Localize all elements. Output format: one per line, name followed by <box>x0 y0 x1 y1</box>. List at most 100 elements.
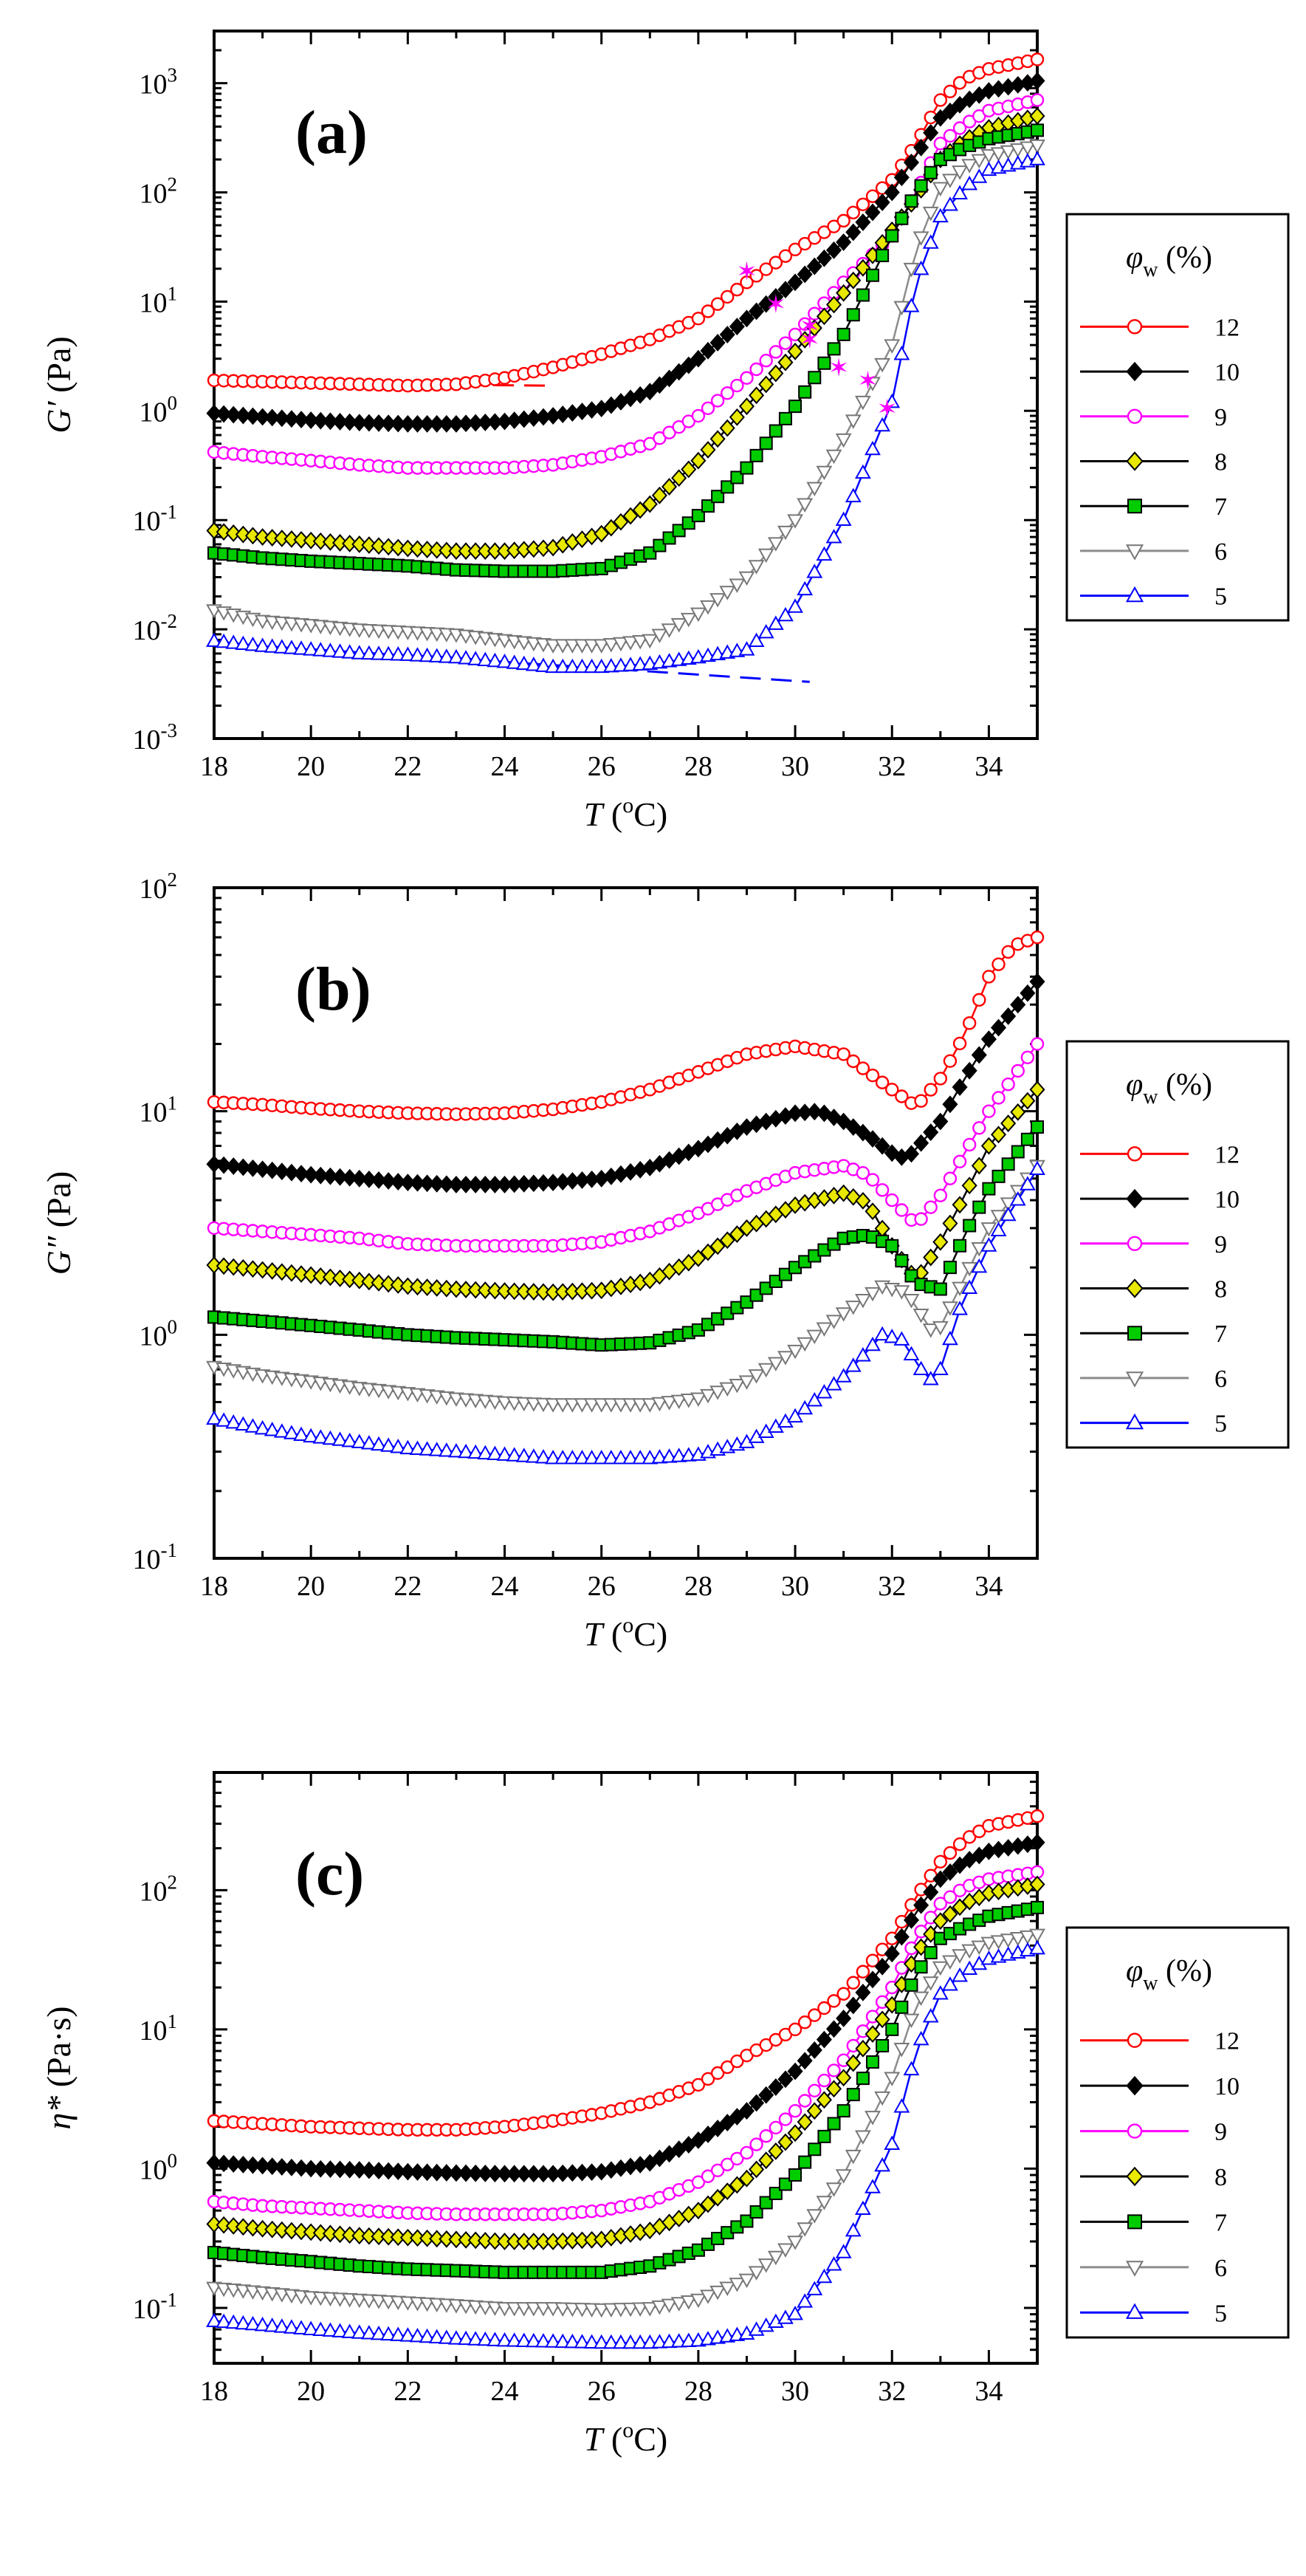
data-point <box>293 530 309 549</box>
data-point <box>312 642 329 657</box>
data-point <box>525 1448 542 1463</box>
data-point <box>836 327 850 341</box>
legend-label-9: 9 <box>1214 2119 1227 2146</box>
data-point <box>342 2226 358 2244</box>
data-point <box>854 464 871 479</box>
data-point <box>390 538 406 557</box>
x-tick-label: 20 <box>297 751 325 782</box>
data-point <box>643 2259 657 2273</box>
legend-label-10: 10 <box>1214 359 1240 386</box>
data-point <box>303 1428 320 1443</box>
data-point <box>738 2273 755 2289</box>
data-point <box>331 534 348 552</box>
data-point <box>593 1450 610 1465</box>
data-point <box>351 2324 368 2339</box>
data-point <box>990 1018 1007 1037</box>
data-point <box>924 165 938 179</box>
data-point <box>885 2022 899 2036</box>
data-point <box>1030 93 1045 107</box>
data-point <box>312 1166 329 1185</box>
data-point <box>419 626 436 642</box>
data-point <box>972 993 986 1007</box>
data-point <box>428 2298 445 2313</box>
data-point <box>624 2261 638 2275</box>
data-point <box>225 634 242 649</box>
data-point <box>913 231 929 246</box>
data-point <box>322 2322 339 2337</box>
data-point <box>554 1398 571 1413</box>
data-point <box>855 1191 871 1210</box>
data-point <box>846 1230 860 1244</box>
data-point <box>971 1258 988 1273</box>
data-point <box>757 623 774 639</box>
series-12 <box>207 1809 1045 2137</box>
data-point <box>419 1441 436 1456</box>
data-point <box>885 1083 899 1097</box>
data-point <box>225 2155 241 2174</box>
series-12 <box>207 930 1045 1121</box>
data-point <box>604 558 618 572</box>
data-point <box>632 1398 649 1413</box>
data-point <box>788 2168 802 2182</box>
data-point <box>933 1072 948 1086</box>
data-point <box>255 408 271 426</box>
legend: φw (%) 12 10 9 8 7 6 5 <box>1065 1926 1290 2339</box>
data-point <box>806 2209 823 2224</box>
data-point <box>438 2298 455 2313</box>
data-point <box>913 2030 929 2046</box>
legend-marker-12 <box>1127 2032 1143 2048</box>
data-point <box>904 194 918 208</box>
data-point <box>564 2302 581 2318</box>
data-point <box>874 193 890 211</box>
data-point <box>651 376 667 394</box>
data-point <box>759 436 773 451</box>
data-point <box>642 383 658 401</box>
data-point <box>932 109 949 127</box>
data-point <box>730 2054 744 2069</box>
data-point <box>690 2293 707 2309</box>
data-point <box>409 1174 426 1192</box>
data-point <box>709 1237 726 1256</box>
data-point <box>787 1344 803 1360</box>
data-point <box>893 346 910 360</box>
data-point <box>399 1439 416 1455</box>
data-point <box>428 627 445 643</box>
data-point <box>1009 1932 1026 1947</box>
data-point <box>583 1398 600 1413</box>
data-point <box>477 651 494 666</box>
data-point <box>322 533 338 551</box>
data-point <box>816 1384 833 1399</box>
data-point <box>757 1363 774 1378</box>
data-point <box>700 2289 716 2304</box>
data-point <box>709 430 726 448</box>
data-point <box>545 2302 562 2317</box>
data-point <box>913 138 929 157</box>
data-point <box>730 2151 744 2166</box>
y-tick-label: 10-2 <box>133 610 178 646</box>
data-point <box>380 2295 397 2310</box>
data-point <box>895 2000 909 2014</box>
legend-label-8: 8 <box>1214 1276 1227 1304</box>
data-point <box>719 326 735 343</box>
data-point <box>602 638 619 653</box>
data-point <box>817 2129 831 2143</box>
data-point <box>274 530 290 547</box>
data-point <box>942 174 958 188</box>
panel-b: 18 20 22 24 26 28 30 32 34 10-1 100 101 102 T (oC) G″ … <box>40 869 1290 1653</box>
data-point <box>216 2216 232 2234</box>
data-point <box>399 539 416 558</box>
data-point <box>535 1397 551 1413</box>
data-point <box>738 309 755 328</box>
data-point <box>593 2303 610 2318</box>
data-point <box>371 537 387 555</box>
data-point <box>409 647 426 662</box>
data-point <box>371 1436 387 1451</box>
data-point <box>777 2070 794 2089</box>
data-point <box>206 2154 222 2172</box>
data-point <box>797 2015 812 2029</box>
data-point <box>827 1237 841 1251</box>
data-point <box>235 2315 252 2330</box>
x-tick-label: 32 <box>878 1571 906 1602</box>
series-6 <box>206 1928 1045 2318</box>
data-point <box>808 2083 822 2097</box>
